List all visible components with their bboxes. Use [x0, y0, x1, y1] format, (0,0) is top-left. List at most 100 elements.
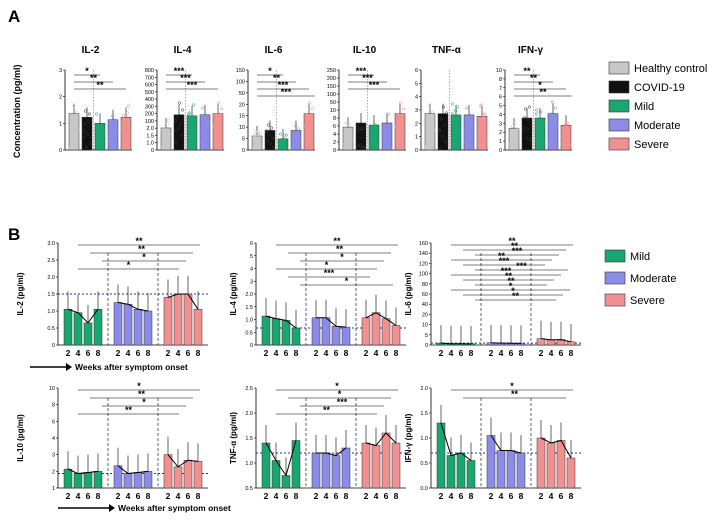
point-il-10-1 — [362, 145, 367, 149]
week-tick-il-10-pg-ml: 2 — [166, 491, 171, 501]
point-ifn-2 — [534, 112, 539, 116]
point-il-2-1 — [87, 112, 92, 116]
y-tick-label-il-4: 0 — [151, 148, 154, 154]
weeks-label-bottom: Weeks after symptom onset — [118, 503, 231, 513]
sig-label-il-6-pg-ml: *** — [516, 261, 527, 271]
week-tick-il-10-pg-ml: 6 — [86, 491, 91, 501]
bar-il-4-pg-ml-moderate-wk6 — [331, 326, 341, 346]
y-tick-label-tnf-pg-ml: 0.5 — [245, 486, 253, 492]
point-ifn-1 — [521, 125, 526, 129]
point-tnf-1 — [440, 134, 445, 138]
point-ifn-3 — [550, 100, 555, 104]
bar-tnf-2 — [450, 114, 462, 151]
y-tick-label-il-4: 800 — [145, 68, 154, 74]
point-il-6-4 — [308, 119, 313, 123]
point-il-6-1 — [264, 129, 269, 133]
y-tick-label-il-2: 0 — [59, 148, 62, 154]
point-il-10-4 — [394, 124, 399, 128]
week-tick-il-6-pg-ml: 2 — [489, 348, 494, 358]
legend-b-swatch-moderate — [604, 271, 626, 285]
subplot-a-title-il-2: IL-2 — [82, 45, 100, 56]
point-il-4-0 — [161, 142, 166, 146]
y-tick-label-il-10-pg-ml: 3 — [52, 453, 55, 459]
y-tick-label-il-4-pg-ml: 1.0 — [245, 318, 253, 324]
week-tick-ifn-pg-ml: 8 — [469, 491, 474, 501]
bar-tnf-pg-ml-moderate-wk2 — [311, 452, 321, 489]
point-il-4-4 — [215, 130, 220, 134]
point-tnf-4 — [480, 130, 485, 134]
point-tnf-4 — [476, 122, 481, 126]
trend-line-il-6-pg-ml-moderate — [490, 342, 522, 344]
point-il-6-1 — [266, 123, 271, 127]
y-tick-label-il-6-pg-ml: 80 — [422, 282, 428, 288]
bar-il-4-pg-ml-severe-wk8 — [391, 325, 401, 346]
y-tick-label-ifn: 10 — [496, 68, 502, 74]
bar-il-10-pg-ml-moderate-wk6 — [133, 472, 143, 489]
point-il-4-3 — [199, 141, 204, 145]
point-il-10-4 — [397, 130, 402, 134]
y-tick-label-tnf: 0 — [415, 148, 418, 154]
week-tick-il-4-pg-ml: 8 — [294, 348, 299, 358]
point-ifn-3 — [552, 136, 557, 140]
week-tick-tnf-pg-ml: 2 — [364, 491, 369, 501]
sig-label-il-6: ** — [273, 73, 281, 83]
sig-label-tnf-pg-ml: * — [335, 381, 339, 391]
ylabel-il-6-pg-ml: IL-6 (pg/ml) — [404, 272, 413, 315]
y-tick-label-il-4: 700 — [145, 75, 154, 81]
trend-line-il-6-pg-ml-severe — [540, 338, 572, 343]
y-tick-label-ifn: 4 — [499, 112, 502, 118]
sig-label-il-10-pg-ml: ** — [125, 405, 133, 415]
point-il-6-3 — [293, 124, 298, 128]
sig-label-il-2-pg-ml: ** — [135, 236, 143, 246]
sig-label-il-4-pg-ml: *** — [324, 268, 335, 278]
bar-il-4-pg-ml-moderate-wk2 — [311, 317, 321, 346]
y-tick-label-il-2-pg-ml: 0.5 — [47, 326, 55, 332]
point-ifn-2 — [534, 108, 539, 112]
point-il-6-2 — [283, 139, 288, 143]
y-tick-label-tnf: 2 — [415, 121, 418, 127]
bar-il-4-pg-ml-mild-wk6 — [281, 320, 291, 346]
week-tick-il-6-pg-ml: 2 — [439, 348, 444, 358]
bar-il-10-pg-ml-severe-wk2 — [163, 454, 173, 489]
y-tick-label-il-4: 200 — [145, 112, 154, 118]
week-tick-il-4-pg-ml: 4 — [374, 348, 379, 358]
point-ifn-1 — [524, 136, 529, 140]
y-tick-label-il-6-pg-ml: 60 — [422, 292, 428, 298]
y-tick-label-tnf-pg-ml: 2.5 — [245, 386, 253, 392]
point-il-2-0 — [70, 134, 75, 138]
legend-b-swatch-mild — [604, 249, 626, 263]
point-tnf-3 — [466, 138, 471, 142]
y-tick-label-il-4: 1.5 — [146, 133, 154, 139]
point-il-10-3 — [386, 112, 391, 116]
point-il-6-3 — [296, 127, 301, 131]
point-il-2-4 — [126, 104, 131, 108]
week-tick-tnf-pg-ml: 2 — [314, 491, 319, 501]
point-ifn-4 — [567, 143, 572, 147]
point-tnf-2 — [452, 144, 457, 148]
point-il-4-2 — [188, 138, 193, 142]
y-tick-label-il-4: 300 — [145, 104, 154, 110]
point-tnf-1 — [437, 129, 442, 133]
subplot-a-il-10: IL-10 0 2 4 6 8 10 50 100 150 200 250 ********* — [327, 45, 406, 154]
y-tick-label-il-6: 5 — [242, 137, 245, 143]
sig-label-tnf-pg-ml: ** — [323, 405, 331, 415]
bar-il-10-pg-ml-moderate-wk8 — [143, 471, 153, 489]
point-tnf-3 — [463, 131, 468, 135]
point-ifn-1 — [523, 107, 528, 111]
point-il-10-2 — [372, 124, 377, 128]
point-il-10-0 — [344, 130, 349, 134]
legend-swatch-covid-19 — [608, 80, 630, 94]
bar-tnf-pg-ml-moderate-wk6 — [331, 455, 341, 489]
sig-label-il-6-pg-ml: ** — [511, 241, 519, 251]
panel-b-legend: Mild Moderate Severe — [604, 249, 676, 307]
panel-b-charts: IL-2 (pg/ml)00.51.01.52.02.53.02 4 6 8 2 4 6 8 2… — [16, 236, 581, 512]
point-il-10-0 — [346, 144, 351, 148]
point-il-4-2 — [186, 128, 191, 132]
legend-b-label-moderate: Moderate — [630, 273, 676, 285]
bar-il-2-pg-ml-severe-wk6 — [183, 293, 193, 346]
point-il-6-3 — [290, 146, 295, 150]
y-tick-label-ifn: 5 — [499, 104, 502, 110]
point-il-6-0 — [253, 130, 258, 134]
point-tnf-0 — [427, 104, 432, 108]
point-il-10-3 — [381, 126, 386, 130]
